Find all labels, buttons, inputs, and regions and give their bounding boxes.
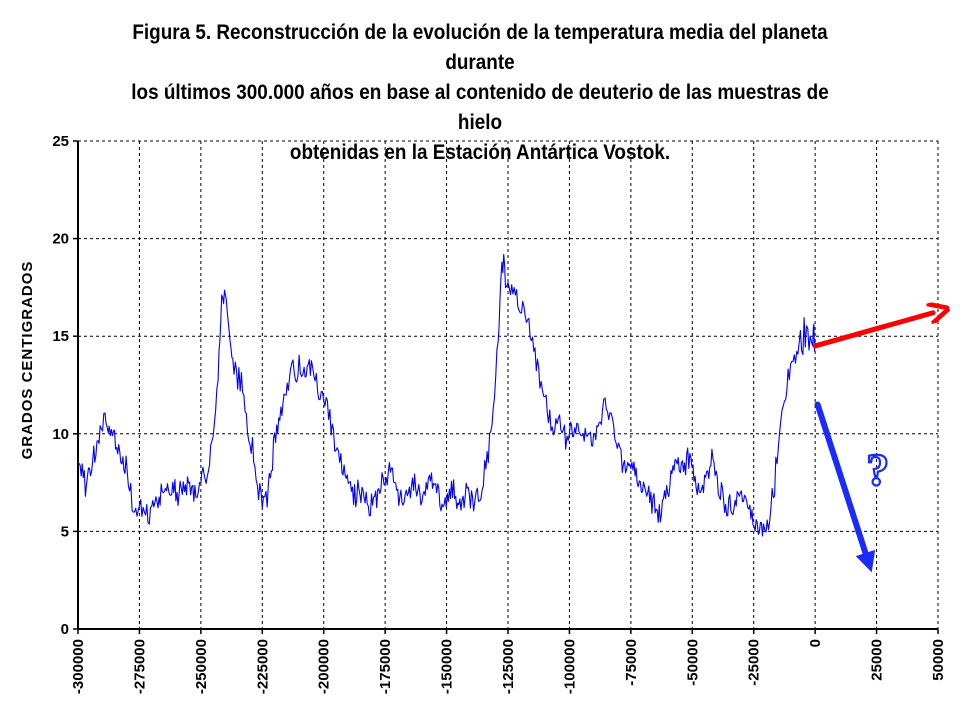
series-line-temperature <box>77 253 816 537</box>
x-tick-label: -25000 <box>746 639 763 686</box>
x-tick-label: -125000 <box>500 639 517 694</box>
x-tick-label: -100000 <box>561 639 578 694</box>
x-tick-label: -150000 <box>439 639 456 694</box>
question-mark: ? <box>866 444 889 495</box>
grid-lines <box>78 140 939 629</box>
y-tick-label: 5 <box>61 523 69 540</box>
x-tick-label: -300000 <box>70 639 87 694</box>
x-tick-label: 50000 <box>930 639 947 681</box>
x-tick-label: -200000 <box>316 639 333 694</box>
chart-title: Figura 5. Reconstrucción de la evolución… <box>120 18 840 168</box>
title-line-3: obtenidas en la Estación Antártica Vosto… <box>289 141 671 164</box>
axes <box>73 140 939 634</box>
y-axis-label: GRADOS CENTIGRADOS <box>19 261 36 460</box>
annotations: ? <box>812 313 933 573</box>
y-tick-label: 25 <box>52 133 69 150</box>
y-tick-label: 0 <box>61 621 69 638</box>
x-tick-label: -75000 <box>623 639 640 686</box>
y-tick-label: 15 <box>52 328 69 345</box>
x-tick-label: -250000 <box>193 639 210 694</box>
y-tick-label: 10 <box>52 426 69 443</box>
x-tick-label: 25000 <box>869 639 886 681</box>
trend-arrow-down <box>814 401 876 573</box>
x-tick-label: -225000 <box>254 639 271 694</box>
x-tick-label: -50000 <box>684 639 701 686</box>
series-layer <box>77 253 816 537</box>
x-tick-label: 0 <box>807 639 824 647</box>
trend-arrow-up <box>812 313 933 349</box>
x-tick-label: -275000 <box>131 639 148 694</box>
y-tick-label: 20 <box>52 231 69 248</box>
title-line-1: Figura 5. Reconstrucción de la evolución… <box>132 21 828 74</box>
title-line-2: los últimos 300.000 años en base al cont… <box>131 81 829 134</box>
x-tick-label: -175000 <box>377 639 394 694</box>
